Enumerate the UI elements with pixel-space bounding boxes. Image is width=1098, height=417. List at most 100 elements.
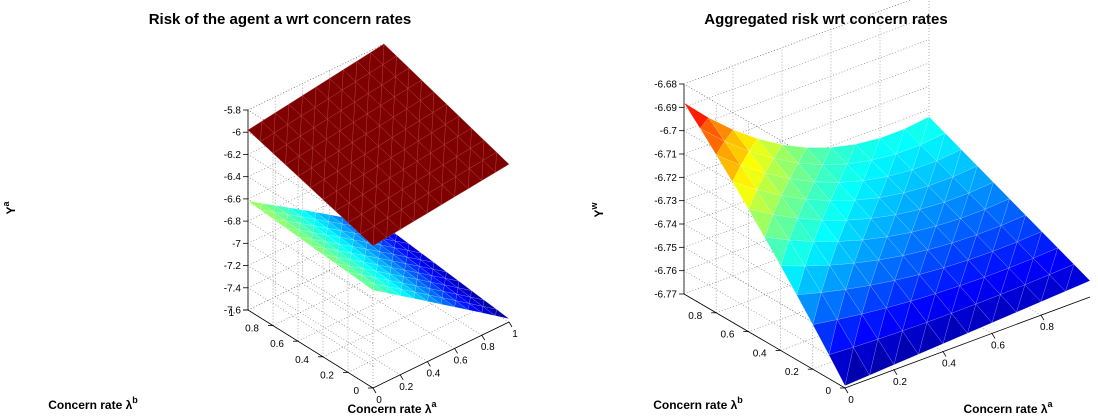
- y-tick-label: 0.6: [270, 339, 284, 350]
- surface-facet: [428, 294, 443, 305]
- surface-facet: [894, 274, 920, 302]
- surface-facet: [846, 218, 872, 241]
- z-tick-label: -5.8: [224, 106, 242, 117]
- surface-facet: [445, 115, 460, 137]
- surface-facet: [286, 221, 301, 231]
- surface-facet: [1032, 247, 1059, 276]
- surface-facet: [885, 300, 912, 332]
- surface-facet: [443, 136, 459, 158]
- surface-facet: [773, 158, 799, 180]
- surface-facet: [935, 218, 961, 244]
- surface-facet: [845, 285, 871, 315]
- surface-facet: [455, 300, 470, 311]
- surface-facet: [392, 108, 408, 130]
- surface-facet: [796, 218, 823, 243]
- surface-facet: [431, 124, 446, 146]
- surface-facet: [780, 195, 807, 219]
- x-tick-label: 0.8: [1040, 322, 1054, 333]
- surface-facet: [715, 154, 741, 183]
- z-tick-label: -6.69: [654, 103, 677, 114]
- y-axis-label: Concern rate λb: [48, 395, 138, 412]
- surface-facet: [311, 238, 326, 249]
- surface-facet: [919, 201, 945, 227]
- z-tick-label: -6.8: [224, 217, 242, 228]
- y-tick-label: 0.8: [688, 311, 702, 322]
- surface-facet: [960, 208, 986, 236]
- surface-facet: [756, 189, 782, 216]
- x-tick-label: 1: [512, 329, 518, 340]
- surface-facet: [327, 221, 342, 231]
- surface-facet: [350, 259, 365, 269]
- surface-facet: [813, 181, 840, 202]
- surface-facet: [469, 303, 484, 314]
- surface-facet: [495, 151, 510, 173]
- surface-facet: [336, 256, 351, 267]
- surface-facet: [403, 160, 418, 182]
- surface-facet: [395, 67, 410, 89]
- surface-facet: [934, 285, 961, 314]
- surface-facet: [470, 296, 485, 307]
- surface-facet: [313, 118, 328, 140]
- surface-facet: [836, 313, 863, 348]
- surface-facet: [887, 169, 913, 194]
- x-axis-label: Concern rate λa: [347, 399, 437, 416]
- surface-1: [247, 43, 510, 247]
- surface-facet: [780, 265, 806, 296]
- surface-facet: [482, 306, 497, 317]
- surface-facet: [429, 164, 444, 186]
- surface-facet: [302, 209, 317, 220]
- surface-facet: [748, 150, 774, 174]
- surface-facet: [377, 264, 392, 275]
- surface-facet: [732, 129, 758, 152]
- surface-facet: [362, 185, 377, 207]
- surface-facet: [495, 308, 510, 319]
- surface-facet: [470, 290, 485, 301]
- surface-facet: [366, 105, 381, 127]
- surface-facet: [299, 127, 315, 149]
- surface-facet: [731, 181, 758, 210]
- surface-facet: [1008, 257, 1034, 286]
- surface-facet: [352, 133, 367, 155]
- surface-facet: [895, 209, 921, 233]
- surface-facet: [967, 251, 994, 278]
- surface-facet: [380, 96, 395, 118]
- y-tick-label: 0: [353, 386, 359, 397]
- surface-facet: [310, 179, 325, 200]
- surface-facet: [927, 242, 953, 269]
- z-tick-label: -6.75: [654, 243, 677, 254]
- z-tick-label: -7.6: [224, 306, 242, 317]
- surface-facet: [312, 138, 327, 160]
- x-tick-label: 0.8: [481, 342, 495, 353]
- surface-facet: [699, 127, 725, 156]
- surface-facet: [879, 128, 905, 155]
- surface-facet: [323, 247, 338, 258]
- surface-facet: [442, 156, 458, 178]
- surface-facet: [247, 121, 262, 143]
- surface-facet: [959, 276, 985, 305]
- surface-facet: [298, 147, 313, 169]
- surface-facet: [377, 157, 392, 179]
- surface-facet: [375, 177, 391, 199]
- surface-facet: [748, 208, 774, 238]
- surface-facet: [943, 259, 969, 287]
- surface-facet: [389, 169, 404, 191]
- surface-facet: [877, 330, 903, 366]
- surface-facet: [287, 115, 302, 137]
- surface-facet: [370, 43, 385, 66]
- surface-facet: [272, 144, 287, 166]
- x-tick-label: 0.2: [399, 382, 413, 393]
- surface-facet: [992, 241, 1018, 269]
- surface-facet: [348, 265, 363, 276]
- surface-facet: [926, 312, 952, 345]
- surface-facet: [247, 200, 262, 211]
- surface-facet: [353, 113, 368, 135]
- surface-facet: [482, 151, 497, 173]
- surface-facet: [378, 137, 393, 159]
- surface-facet: [364, 255, 379, 266]
- surface-facet: [829, 263, 855, 290]
- surface-facet: [339, 122, 354, 144]
- x-axis-label: Concern rate λa: [963, 399, 1053, 416]
- surface-facet: [382, 55, 397, 78]
- surface-facet: [1000, 284, 1026, 313]
